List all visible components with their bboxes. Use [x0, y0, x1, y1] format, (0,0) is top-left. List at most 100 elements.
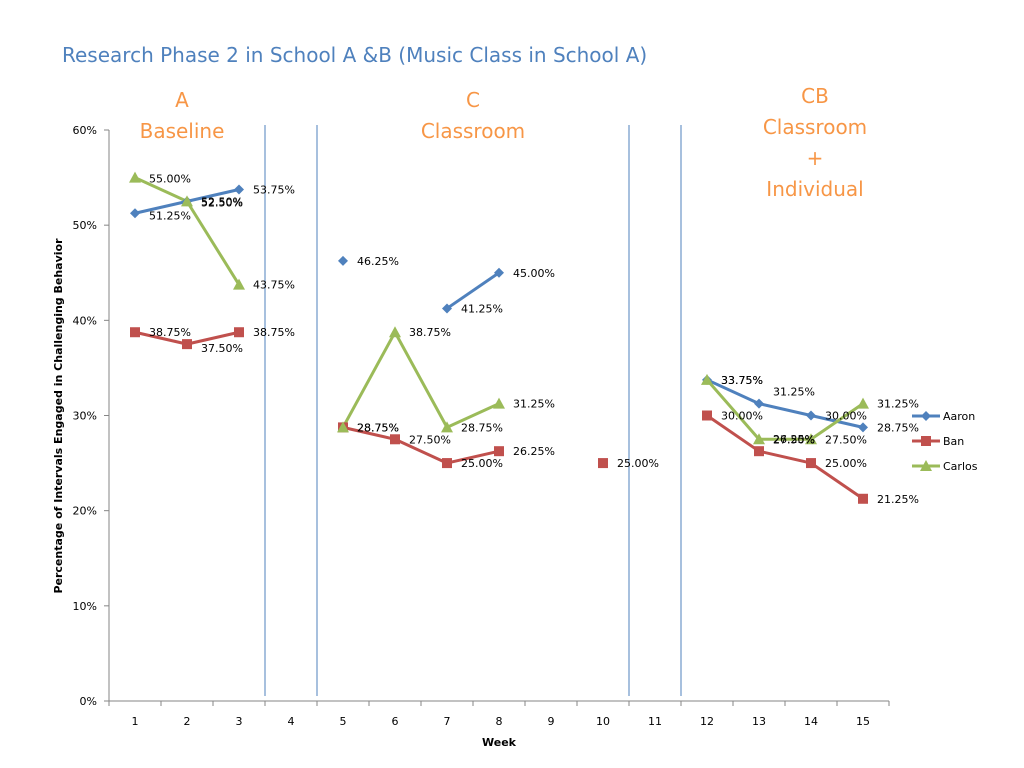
ban-point — [390, 434, 400, 445]
x-tick-label: 5 — [340, 715, 347, 728]
y-tick-label: 50% — [73, 219, 97, 232]
carlos-data-label: 33.75% — [721, 374, 763, 387]
legend-marker-aaron — [921, 411, 931, 421]
carlos-point — [337, 421, 349, 433]
phase-label: + — [807, 146, 824, 170]
phase-label: Classroom — [763, 115, 867, 139]
carlos-data-label: 38.75% — [409, 326, 451, 339]
carlos-point — [753, 433, 765, 445]
ban-data-label: 25.00% — [825, 457, 867, 470]
legend-marker-ban — [921, 436, 931, 446]
ban-point — [806, 458, 816, 469]
legend-item-ban: Ban — [912, 435, 964, 448]
aaron-point — [494, 267, 504, 278]
ban-point — [858, 493, 868, 504]
x-tick-label: 3 — [236, 715, 243, 728]
ban-data-label: 38.75% — [253, 326, 295, 339]
y-tick-label: 30% — [73, 410, 97, 423]
series-markers — [129, 171, 869, 504]
legend-marker-carlos — [920, 460, 932, 471]
ban-point — [442, 458, 452, 469]
carlos-data-label: 27.50% — [773, 433, 815, 446]
carlos-point — [805, 433, 817, 445]
carlos-point — [181, 195, 193, 207]
legend: Aaron Ban Carlos — [912, 410, 978, 473]
y-tick-label: 40% — [73, 314, 97, 327]
aaron-data-label: 45.00% — [513, 267, 555, 280]
x-tick-label: 6 — [392, 715, 399, 728]
y-axis-title: Percentage of Intervals Engaged in Chall… — [52, 238, 65, 594]
aaron-data-label: 33.75% — [721, 374, 763, 387]
legend-label-aaron: Aaron — [943, 410, 975, 423]
carlos-data-label: 43.75% — [253, 279, 295, 292]
aaron-data-label: 31.25% — [773, 386, 815, 399]
carlos-data-label: 52.50% — [201, 195, 243, 208]
ban-data-label: 28.75% — [357, 421, 399, 434]
ban-data-label: 25.00% — [461, 457, 503, 470]
phase-label: A — [175, 88, 189, 112]
phase-label: Baseline — [140, 119, 225, 143]
carlos-data-label: 28.75% — [461, 421, 503, 434]
chart-title: Research Phase 2 in School A &B (Music C… — [62, 43, 647, 67]
legend-label-carlos: Carlos — [943, 460, 978, 473]
carlos-data-label: 55.00% — [149, 173, 191, 186]
carlos-point — [441, 421, 453, 433]
phase-change-lines — [264, 125, 682, 696]
y-tick-label: 20% — [73, 505, 97, 518]
ban-point — [754, 446, 764, 457]
carlos-line-segment — [341, 330, 500, 429]
ban-point — [598, 458, 608, 469]
x-tick-label: 1 — [132, 715, 139, 728]
aaron-point — [754, 398, 764, 409]
x-axis-title: Week — [482, 736, 517, 749]
carlos-data-label: 31.25% — [513, 398, 555, 411]
x-tick-label: 4 — [288, 715, 295, 728]
aaron-data-label: 52.50% — [201, 196, 243, 209]
carlos-point — [701, 373, 713, 385]
phase-label: Classroom — [421, 119, 525, 143]
aaron-data-label: 41.25% — [461, 302, 503, 315]
aaron-point — [858, 422, 868, 433]
ban-data-label: 38.75% — [149, 326, 191, 339]
ban-point — [182, 339, 192, 350]
carlos-point — [389, 326, 401, 338]
carlos-line-segment — [705, 378, 864, 441]
ban-data-label: 27.50% — [409, 433, 451, 446]
ban-point — [234, 327, 244, 338]
x-tick-label: 15 — [856, 715, 870, 728]
ban-line-segment — [342, 425, 500, 465]
aaron-point — [806, 410, 816, 421]
aaron-data-label: 28.75% — [877, 421, 919, 434]
legend-item-carlos: Carlos — [912, 460, 978, 473]
x-tick-label: 10 — [596, 715, 610, 728]
phase-label: Individual — [766, 177, 863, 201]
aaron-point — [338, 255, 348, 266]
ban-data-label: 30.00% — [721, 410, 763, 423]
x-tick-label: 13 — [752, 715, 766, 728]
ban-point — [494, 446, 504, 457]
x-tick-label: 12 — [700, 715, 714, 728]
legend-label-ban: Ban — [943, 435, 964, 448]
carlos-point — [129, 171, 141, 183]
carlos-point — [493, 397, 505, 409]
aaron-data-label: 51.25% — [149, 209, 191, 222]
ban-data-label: 25.00% — [617, 457, 659, 470]
ban-point — [130, 327, 140, 338]
aaron-data-label: 30.00% — [825, 410, 867, 423]
carlos-point — [857, 397, 869, 409]
phase-label: CB — [801, 84, 829, 108]
aaron-data-label: 46.25% — [357, 255, 399, 268]
ban-line-segment — [706, 414, 864, 501]
data-labels: 51.25% 52.50% 53.75% 46.25% 41.25% 45.00% 33.7… — [149, 173, 919, 506]
aaron-point — [234, 184, 244, 195]
y-tick-label: 10% — [73, 600, 97, 613]
axes: 0%10%20%30%40%50%60%1 2 3 4 5 6 7 8 9 10 11 12 13 14 1… — [73, 124, 890, 728]
carlos-data-label: 31.25% — [877, 398, 919, 411]
carlos-data-label: 27.50% — [825, 433, 867, 446]
y-tick-label: 0% — [80, 695, 97, 708]
aaron-point — [442, 303, 452, 314]
ban-data-label: 26.25% — [773, 433, 815, 446]
x-tick-label: 2 — [184, 715, 191, 728]
carlos-data-label: 28.75% — [357, 421, 399, 434]
